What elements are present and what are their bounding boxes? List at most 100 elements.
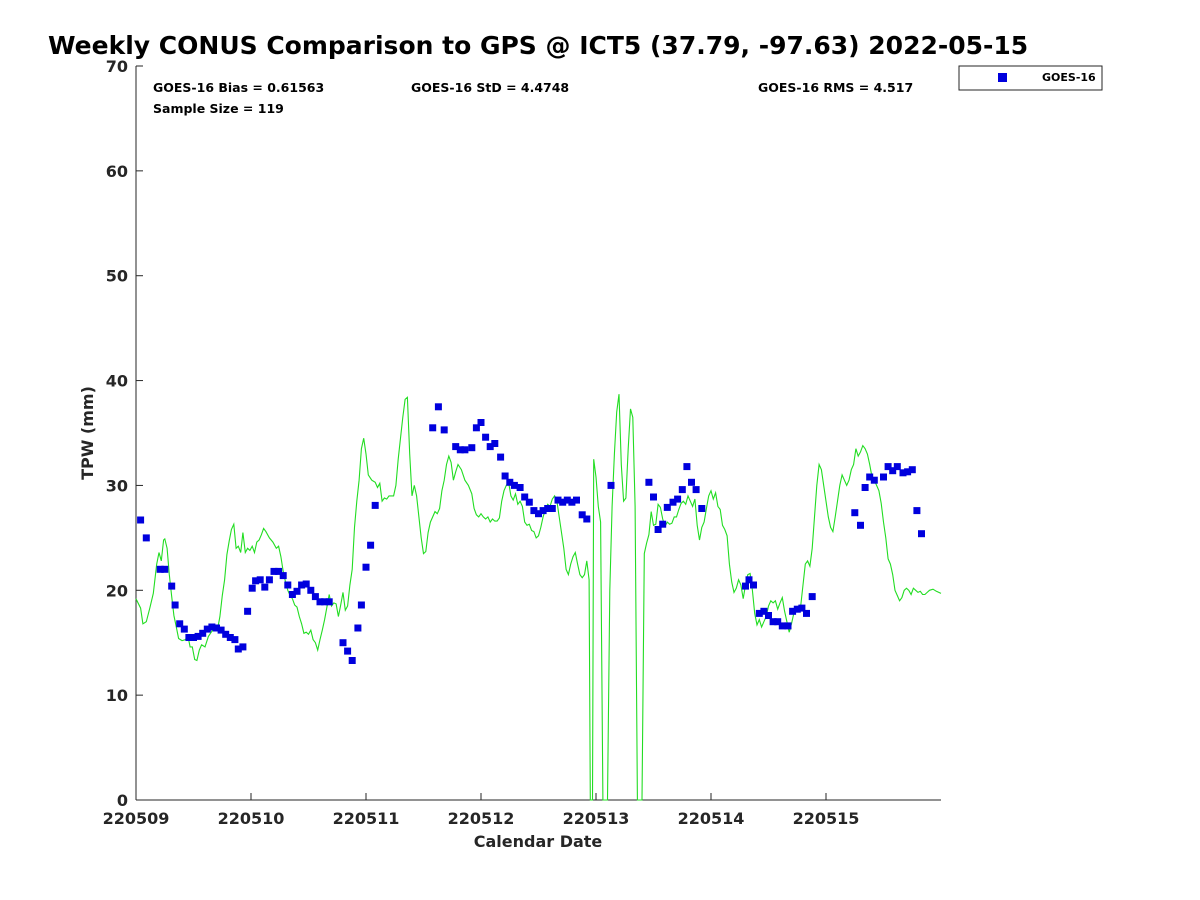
goes16-data-point (194, 632, 202, 640)
goes16-data-point (156, 565, 164, 573)
rms-stat: GOES-16 RMS = 4.517 (758, 80, 913, 95)
goes16-data-point (208, 623, 216, 631)
goes16-data-point (316, 598, 324, 606)
goes16-data-point (461, 446, 469, 454)
goes16-data-point (683, 463, 691, 471)
goes16-data-point (506, 478, 514, 486)
goes16-data-point (889, 467, 897, 475)
goes16-data-point (226, 634, 234, 641)
goes16-data-point (578, 511, 586, 519)
goes16-data-point (745, 576, 753, 584)
goes16-data-point (607, 481, 615, 489)
goes16-data-point (468, 444, 476, 452)
goes16-data-point (789, 607, 797, 615)
series-lines (135, 394, 942, 801)
goes16-data-point (663, 503, 671, 511)
goes16-data-point (298, 581, 306, 589)
goes16-data-point (288, 591, 296, 598)
goes16-data-point (231, 636, 239, 644)
goes16-data-point (750, 581, 757, 589)
goes16-data-point (866, 473, 874, 481)
goes16-data-point (142, 534, 150, 542)
goes16-data-point (491, 440, 499, 447)
goes16-data-point (234, 645, 242, 653)
goes16-data-point (339, 639, 347, 647)
goes16-data-point (765, 612, 772, 619)
goes16-data-point (798, 604, 806, 612)
goes16-data-point (755, 609, 763, 617)
goes16-data-point (472, 424, 480, 432)
goes16-data-point (213, 624, 220, 632)
goes16-data-point (222, 630, 230, 638)
y-tick-label: 40 (106, 372, 128, 391)
chart-title: Weekly CONUS Comparison to GPS @ ICT5 (3… (48, 31, 1028, 60)
goes16-data-point (252, 577, 260, 585)
goes16-data-point (803, 609, 810, 617)
goes16-data-point (659, 520, 667, 528)
goes16-data-point (217, 626, 225, 634)
goes16-data-point (440, 426, 448, 434)
goes16-data-point (899, 469, 907, 477)
goes16-data-point (516, 484, 524, 491)
x-tick-label: 220514 (678, 809, 745, 828)
goes16-data-point (678, 486, 686, 494)
goes16-data-point (857, 521, 864, 529)
goes16-data-point (893, 463, 901, 471)
goes16-data-point (501, 472, 509, 480)
goes16-data-point (302, 580, 310, 588)
x-tick-label: 220513 (563, 809, 630, 828)
goes16-data-point (452, 443, 460, 451)
y-tick-label: 70 (106, 57, 128, 76)
goes16-data-point (344, 647, 352, 655)
goes16-data-point (583, 515, 591, 523)
goes16-data-point (190, 634, 197, 641)
goes16-data-point (654, 526, 662, 533)
gps-series-line (135, 394, 942, 801)
goes16-data-point (674, 495, 682, 503)
goes16-data-point (348, 657, 356, 664)
legend-box (958, 65, 1103, 91)
goes16-data-point (688, 478, 695, 486)
goes16-data-point (357, 601, 365, 609)
legend-marker-goes16 (998, 73, 1007, 82)
goes16-data-point (311, 593, 319, 601)
legend-label-goes16: GOES-16 (1042, 71, 1096, 84)
goes16-data-point (669, 498, 677, 506)
goes16-data-point (650, 493, 657, 501)
goes16-data-point (573, 496, 580, 504)
x-tick-label: 220511 (333, 809, 400, 828)
goes16-data-point (884, 463, 892, 471)
x-tick-label: 220512 (448, 809, 515, 828)
goes16-data-point (199, 629, 207, 637)
goes16-data-point (535, 510, 542, 518)
goes16-data-point (784, 622, 792, 630)
goes16-data-point (354, 624, 362, 632)
goes16-data-point (918, 530, 925, 538)
goes16-data-point (880, 473, 887, 481)
x-axis-label: Calendar Date (474, 832, 603, 851)
y-ticks: 0 10 20 30 40 50 60 70 (106, 57, 143, 810)
goes16-data-point (168, 582, 176, 590)
x-tick-label: 220510 (218, 809, 285, 828)
goes16-data-point (698, 505, 706, 512)
goes16-data-point (760, 607, 768, 615)
goes16-data-point (482, 433, 490, 441)
goes16-data-point (293, 587, 301, 595)
stats-block: GOES-16 Bias = 0.61563 GOES-16 StD = 4.4… (153, 80, 913, 116)
y-tick-label: 60 (106, 162, 128, 181)
goes16-data-point (908, 466, 916, 474)
goes16-data-point (248, 584, 256, 592)
std-stat: GOES-16 StD = 4.4748 (411, 80, 569, 95)
y-axis-label: TPW (mm) (78, 386, 97, 480)
goes16-data-point (510, 481, 518, 489)
goes16-data-point (793, 605, 801, 613)
goes16-data-point (176, 620, 184, 628)
goes16-data-point (645, 478, 653, 486)
legend: GOES-16 (958, 65, 1103, 91)
goes16-data-point (137, 516, 145, 524)
goes16-data-point (477, 419, 485, 426)
goes16-data-point (284, 581, 292, 589)
y-tick-label: 50 (106, 267, 128, 286)
goes16-data-point (367, 541, 375, 549)
